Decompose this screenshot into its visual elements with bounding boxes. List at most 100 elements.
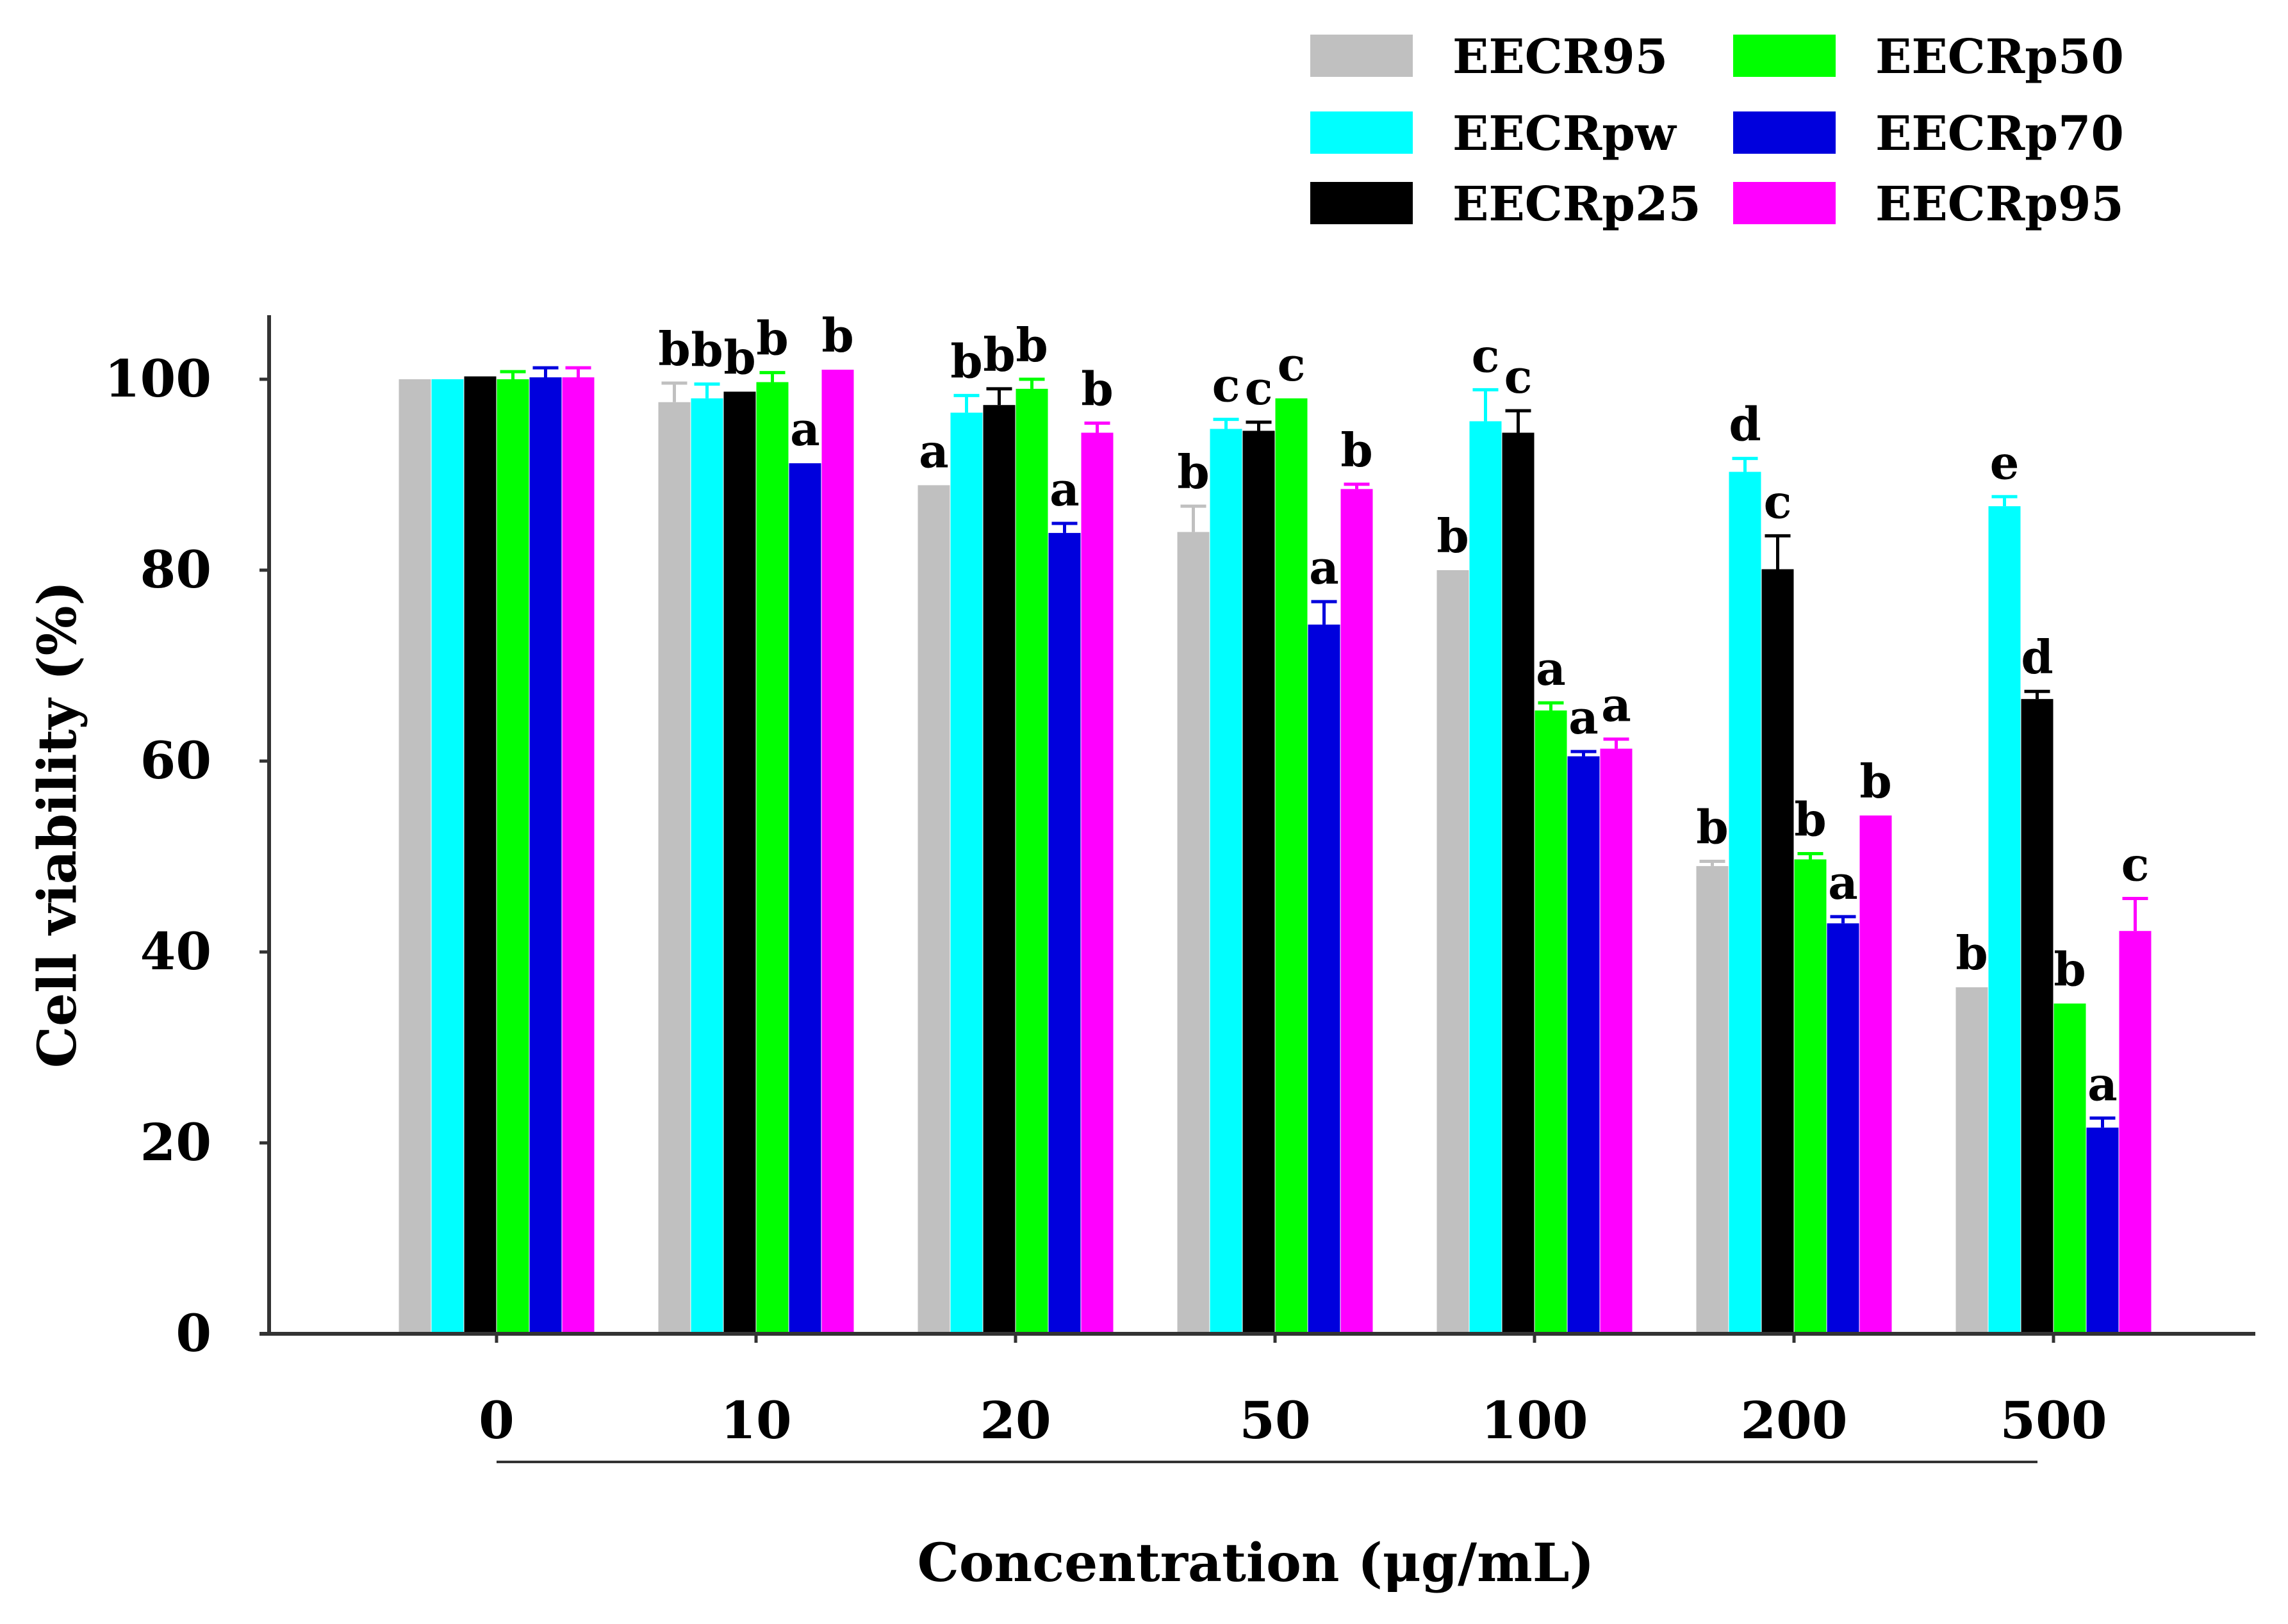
- significance-label: a: [1828, 855, 1858, 910]
- bar: [1275, 398, 1308, 1334]
- significance-label: e: [1990, 435, 2020, 489]
- bar: [789, 463, 821, 1334]
- bar: [529, 377, 562, 1334]
- x-tick-label: 20: [980, 1390, 1051, 1450]
- bar: [431, 379, 464, 1334]
- ticks-layer: 0 20 40 60 80 100 0 10 20 50 100 200 500: [104, 349, 2107, 1450]
- legend-label: EECRp25: [1453, 177, 1701, 232]
- bar: [2086, 1128, 2119, 1334]
- significance-label: a: [1536, 641, 1566, 696]
- significance-label: b: [756, 311, 788, 366]
- significance-label: c: [1245, 361, 1273, 415]
- significance-label: c: [1764, 474, 1792, 529]
- significance-label: c: [1472, 328, 1500, 382]
- bar: [1988, 506, 2021, 1334]
- bar: [399, 379, 431, 1334]
- x-tick-label: 0: [479, 1390, 514, 1450]
- significance-label: a: [1309, 540, 1339, 595]
- bar: [1081, 432, 1114, 1334]
- significance-label: b: [658, 322, 690, 376]
- bar: [756, 382, 789, 1334]
- bar: [1859, 815, 1892, 1334]
- x-tick-label: 100: [1481, 1390, 1588, 1450]
- bar: [1016, 388, 1048, 1334]
- bar: [950, 413, 983, 1334]
- y-tick-label: 40: [140, 921, 211, 981]
- y-tick-label: 80: [140, 539, 211, 600]
- significance-label: b: [2053, 942, 2086, 996]
- significance-label: b: [950, 334, 982, 388]
- bar: [1210, 429, 1242, 1334]
- legend-label: EECR95: [1453, 29, 1668, 85]
- bar: [1242, 431, 1275, 1334]
- legend-swatch: [1733, 182, 1836, 224]
- significance-label: b: [1859, 754, 1891, 808]
- significance-label: a: [1049, 462, 1080, 516]
- bar: [1469, 421, 1502, 1334]
- y-axis-label: Cell viability (%): [27, 581, 88, 1069]
- significance-label: a: [919, 423, 949, 478]
- x-tick-label: 50: [1239, 1390, 1310, 1450]
- bar: [2021, 699, 2053, 1334]
- significance-label: a: [1601, 678, 1631, 732]
- significance-label: b: [1177, 445, 1209, 499]
- legend-label: EECRp70: [1875, 106, 2124, 161]
- bar: [2053, 1003, 2086, 1334]
- significance-label: a: [1568, 690, 1599, 744]
- significance-label: b: [1436, 509, 1469, 563]
- legend-swatch: [1310, 111, 1413, 154]
- significance-label: a: [2087, 1056, 2118, 1111]
- bar: [497, 379, 529, 1334]
- y-tick-label: 20: [140, 1112, 211, 1172]
- significance-label: b: [691, 322, 723, 377]
- bar: [1567, 756, 1600, 1334]
- legend-swatch: [1310, 182, 1413, 224]
- significance-label: b: [983, 327, 1015, 382]
- significance-label: b: [1794, 792, 1826, 847]
- significance-label: c: [2121, 837, 2150, 892]
- bars-layer: [399, 370, 2152, 1334]
- significance-label: c: [1504, 349, 1533, 404]
- x-axis-label: Concentration (μg/mL): [918, 1532, 1595, 1594]
- bar: [691, 398, 723, 1334]
- bar: [983, 405, 1016, 1334]
- significance-label: b: [1081, 362, 1113, 416]
- bar: [1600, 748, 1633, 1334]
- bar: [562, 377, 595, 1334]
- significance-label: b: [1016, 318, 1048, 372]
- legend-swatch: [1733, 35, 1836, 77]
- bar: [1048, 532, 1081, 1334]
- legend-swatch: [1310, 35, 1413, 77]
- x-tick-label: 200: [1741, 1390, 1848, 1450]
- error-bars-layer: [500, 366, 2148, 1128]
- axes-layer: [259, 315, 2255, 1463]
- legend-label: EECRpw: [1453, 106, 1677, 161]
- significance-label: a: [790, 402, 820, 456]
- bar: [1340, 489, 1373, 1334]
- significance-label: c: [1212, 358, 1240, 413]
- x-tick-label: 10: [720, 1390, 791, 1450]
- bar: [1729, 472, 1761, 1334]
- bar: [1535, 710, 1567, 1334]
- bar: [1761, 569, 1794, 1334]
- bar: [658, 402, 691, 1334]
- bar: [723, 391, 756, 1334]
- significance-label: b: [1340, 423, 1372, 477]
- significance-label: b: [1696, 800, 1728, 854]
- bar: [464, 376, 497, 1334]
- x-tick-label: 500: [2000, 1390, 2107, 1450]
- significance-label: c: [1278, 337, 1306, 391]
- bar: [1436, 570, 1469, 1334]
- significance-label: b: [723, 330, 755, 384]
- legend-label: EECRp95: [1875, 177, 2124, 232]
- bar: [821, 370, 854, 1334]
- bar: [1308, 624, 1340, 1334]
- legend-swatch: [1733, 111, 1836, 154]
- significance-label: d: [1729, 397, 1761, 452]
- significance-label: b: [821, 308, 853, 363]
- y-tick-label: 100: [104, 349, 211, 409]
- significance-label: d: [2021, 630, 2053, 684]
